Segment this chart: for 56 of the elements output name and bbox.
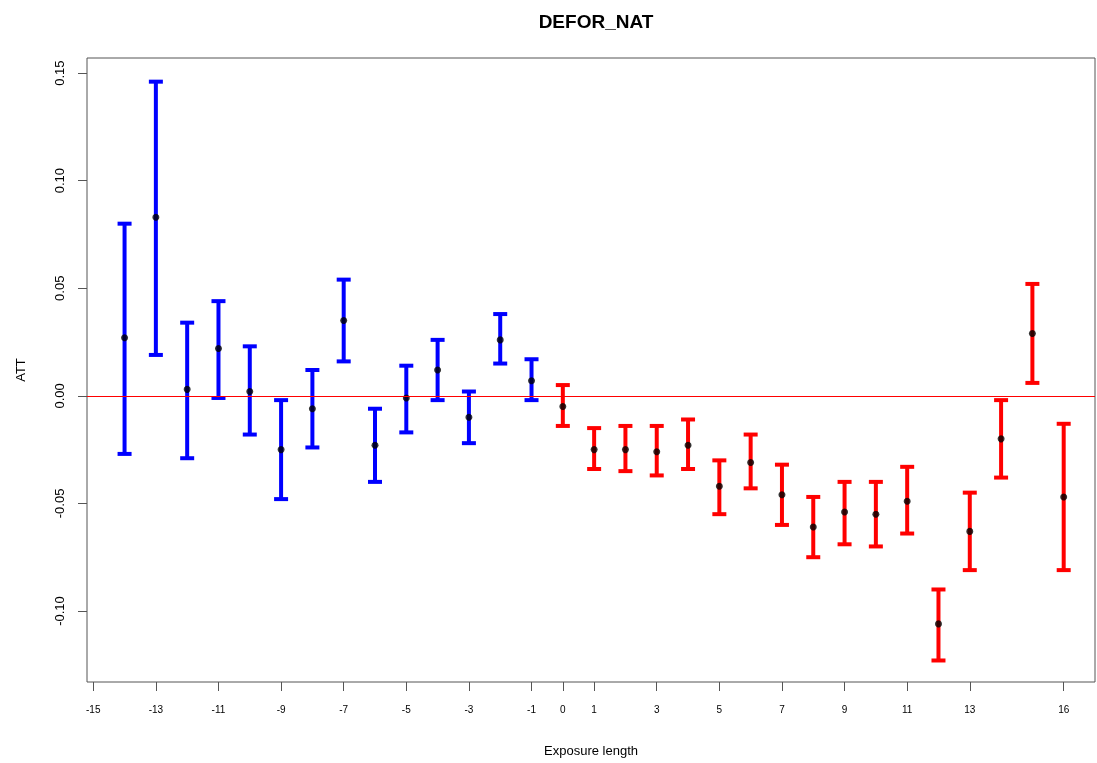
point (590, 446, 598, 454)
point (872, 510, 880, 518)
x-tick-label: 0 (560, 703, 567, 715)
point (778, 491, 786, 499)
point (621, 446, 629, 454)
x-tick-label: 1 (591, 703, 598, 715)
point (715, 482, 723, 490)
point (841, 508, 849, 516)
point (496, 336, 504, 344)
x-tick-label: 9 (841, 703, 848, 715)
x-tick-label: -7 (339, 703, 349, 715)
chart-title: DEFOR_NAT (538, 11, 654, 32)
x-tick-label: 16 (1058, 703, 1070, 715)
point (371, 441, 379, 449)
point (183, 385, 191, 393)
x-tick-label: 11 (901, 703, 913, 715)
point (121, 334, 129, 342)
x-tick-label: -11 (211, 703, 226, 715)
point (809, 523, 817, 531)
x-tick-label: 5 (716, 703, 723, 715)
y-tick-label: -0.05 (52, 488, 67, 519)
x-tick-label: -1 (527, 703, 537, 715)
point (747, 459, 755, 467)
point (434, 366, 442, 374)
x-tick-label: 3 (653, 703, 660, 715)
point (1028, 329, 1036, 337)
point (559, 403, 567, 411)
point (308, 405, 316, 413)
x-tick-label: -5 (401, 703, 412, 715)
point (934, 620, 942, 628)
point (653, 448, 661, 456)
point (214, 344, 222, 352)
x-tick-label: 7 (779, 703, 786, 715)
point (997, 435, 1005, 443)
point (340, 317, 348, 325)
y-tick-label: 0.05 (52, 275, 67, 301)
x-tick-label: -15 (86, 703, 101, 715)
x-tick-label: -13 (148, 703, 164, 715)
y-tick-label: 0.00 (52, 383, 67, 409)
x-tick-label: -3 (464, 703, 474, 715)
point (528, 377, 536, 385)
point (684, 441, 692, 449)
point (152, 213, 160, 221)
y-axis-title: ATT (13, 358, 28, 382)
y-tick-label: 0.10 (52, 167, 67, 194)
x-tick-label: 13 (964, 703, 976, 715)
y-tick-label: 0.15 (52, 60, 67, 86)
point (246, 388, 254, 396)
x-axis-title: Exposure length (544, 743, 638, 758)
point (903, 497, 911, 505)
point (966, 527, 974, 535)
point (277, 446, 285, 454)
point (465, 413, 473, 421)
point (1060, 493, 1068, 501)
x-tick-label: -9 (276, 703, 286, 715)
y-tick-label: -0.10 (52, 596, 67, 626)
